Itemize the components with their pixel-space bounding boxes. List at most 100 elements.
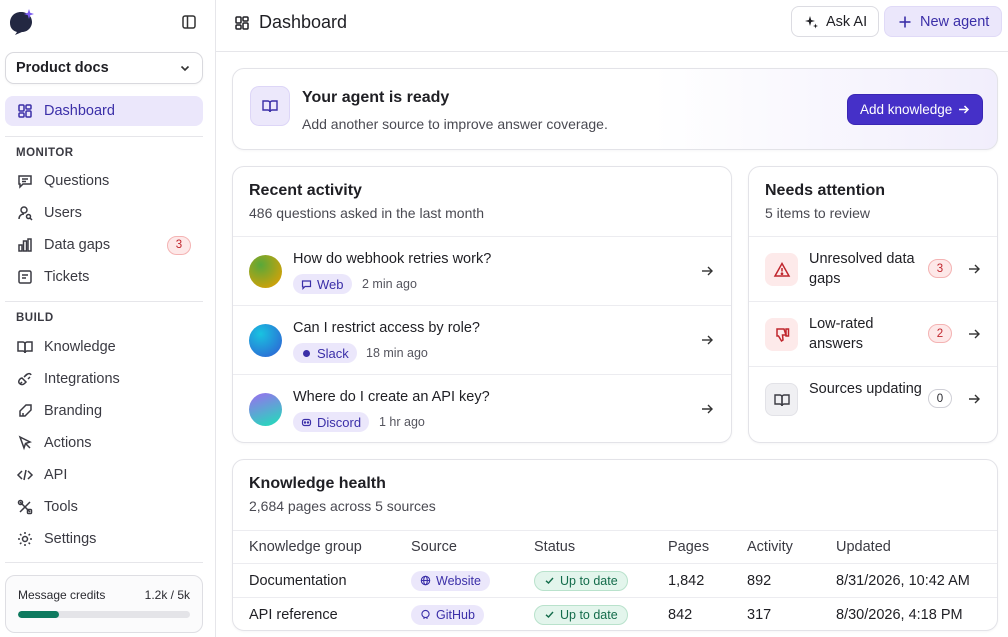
attention-label: Low-rated answers <box>809 316 874 352</box>
sidebar-item-label: Tickets <box>44 269 90 285</box>
sidebar-item-label: Integrations <box>44 371 120 387</box>
status-label: Up to date <box>560 573 618 588</box>
gear-icon <box>16 530 34 548</box>
card-title: Recent activity <box>249 182 362 199</box>
card-subtitle: 486 questions asked in the last month <box>249 205 485 221</box>
table-row[interactable]: API reference GitHub Up to date 842 317 … <box>233 597 997 630</box>
dashboard-icon <box>16 102 34 120</box>
column-header[interactable]: Knowledge group <box>249 539 362 555</box>
section-label-build: BUILD <box>16 312 54 324</box>
bar-chart-icon <box>16 236 34 254</box>
sidebar-item-settings[interactable]: Settings <box>5 524 203 554</box>
cell-pages: 1,842 <box>668 572 705 589</box>
cell-status: Up to date <box>534 564 628 597</box>
needs-attention-card: Needs attention 5 items to review Unreso… <box>748 166 998 443</box>
credits-progress-fill <box>18 611 60 618</box>
column-header[interactable]: Status <box>534 539 576 555</box>
arrow-right-icon[interactable] <box>967 327 981 341</box>
cell-activity: 892 <box>747 572 772 589</box>
workspace-select[interactable]: Product docs <box>5 52 203 84</box>
sidebar-item-integrations[interactable]: Integrations <box>5 364 203 394</box>
activity-time: 1 hr ago <box>379 415 425 429</box>
sidebar-item-dashboard[interactable]: Dashboard <box>5 96 203 126</box>
tools-icon <box>16 498 34 516</box>
attention-label: Unresolved data gaps <box>809 251 915 287</box>
book-icon <box>250 86 290 126</box>
ask-ai-button[interactable]: Ask AI <box>791 6 880 37</box>
credits-progress-bar <box>18 611 190 618</box>
arrow-right-icon[interactable] <box>700 264 714 278</box>
activity-row[interactable]: Where do I create an API key? Discord 1 … <box>233 374 731 442</box>
slack-icon <box>301 348 312 359</box>
sidebar-item-label: Knowledge <box>44 339 116 355</box>
plug-icon <box>16 370 34 388</box>
ask-ai-label: Ask AI <box>826 13 868 30</box>
agent-ready-banner: Your agent is ready Add another source t… <box>232 68 998 150</box>
cell-activity: 317 <box>747 606 772 623</box>
channel-label: Web <box>317 276 344 292</box>
activity-row[interactable]: How do webhook retries work? Web 2 min a… <box>233 236 731 305</box>
avatar <box>249 255 282 288</box>
avatar <box>249 324 282 357</box>
dashboard-icon <box>233 14 251 32</box>
page-title-text: Dashboard <box>259 12 348 32</box>
sparkle-icon <box>803 14 819 30</box>
table-row[interactable]: Documentation Website Up to date 1,842 8… <box>233 563 997 597</box>
book-icon <box>765 383 798 416</box>
cell-updated: 8/31/2026, 10:42 AM <box>836 572 970 589</box>
sidebar-item-api[interactable]: API <box>5 460 203 490</box>
check-icon <box>544 609 555 620</box>
add-knowledge-label: Add knowledge <box>860 102 953 117</box>
status-badge: Up to date <box>534 570 628 591</box>
divider <box>5 301 203 302</box>
chevron-down-icon <box>178 61 192 75</box>
logo-icon[interactable] <box>8 8 36 36</box>
arrow-right-icon[interactable] <box>700 333 714 347</box>
sidebar-item-knowledge[interactable]: Knowledge <box>5 332 203 362</box>
column-header[interactable]: Source <box>411 539 457 555</box>
message-icon <box>16 172 34 190</box>
sidebar-item-branding[interactable]: Branding <box>5 396 203 426</box>
arrow-right-icon[interactable] <box>967 262 981 276</box>
channel-label: Slack <box>317 345 349 361</box>
knowledge-table: Knowledge group Source Status Pages Acti… <box>233 530 997 630</box>
activity-question: How do webhook retries work? <box>293 251 492 267</box>
sidebar-item-label: API <box>44 467 68 483</box>
users-icon <box>16 204 34 222</box>
sidebar-item-actions[interactable]: Actions <box>5 428 203 458</box>
sidebar-item-tools[interactable]: Tools <box>5 492 203 522</box>
new-agent-button[interactable]: New agent <box>884 6 1003 37</box>
activity-row[interactable]: Can I restrict access by role? Slack 18 … <box>233 305 731 374</box>
cell-pages: 842 <box>668 606 693 623</box>
sidebar-item-label: Tools <box>44 499 78 515</box>
cursor-icon <box>16 434 34 452</box>
column-header[interactable]: Activity <box>747 539 793 555</box>
collapse-sidebar-icon[interactable] <box>180 13 198 31</box>
sidebar-item-label: Users <box>44 205 82 221</box>
sidebar-item-users[interactable]: Users <box>5 198 203 228</box>
source-label: Website <box>436 573 481 588</box>
count-badge: 0 <box>928 389 952 408</box>
knowledge-health-card: Knowledge health 2,684 pages across 5 so… <box>232 459 998 631</box>
code-icon <box>16 466 34 484</box>
column-header[interactable]: Pages <box>668 539 710 555</box>
sidebar-item-questions[interactable]: Questions <box>5 166 203 196</box>
sidebar-item-label: Data gaps <box>44 237 111 253</box>
attention-row-low-rated[interactable]: Low-rated answers 2 <box>749 301 997 366</box>
add-knowledge-button[interactable]: Add knowledge <box>848 95 983 124</box>
attention-label: Sources updating <box>809 381 922 397</box>
source-badge: GitHub <box>411 604 484 625</box>
attention-row-data-gaps[interactable]: Unresolved data gaps 3 <box>749 236 997 301</box>
sidebar-item-tickets[interactable]: Tickets <box>5 262 203 292</box>
divider <box>5 562 203 563</box>
channel-badge: Slack <box>293 343 357 363</box>
arrow-right-icon[interactable] <box>700 402 714 416</box>
column-header[interactable]: Updated <box>836 539 891 555</box>
discord-icon <box>301 417 312 428</box>
arrow-right-icon[interactable] <box>967 392 981 406</box>
plus-icon <box>897 14 913 30</box>
attention-row-sources-updating[interactable]: Sources updating 0 <box>749 366 997 431</box>
channel-badge: Discord <box>293 412 370 432</box>
sidebar-item-label: Branding <box>44 403 103 419</box>
sidebar-item-data-gaps[interactable]: Data gaps 3 <box>5 230 203 260</box>
